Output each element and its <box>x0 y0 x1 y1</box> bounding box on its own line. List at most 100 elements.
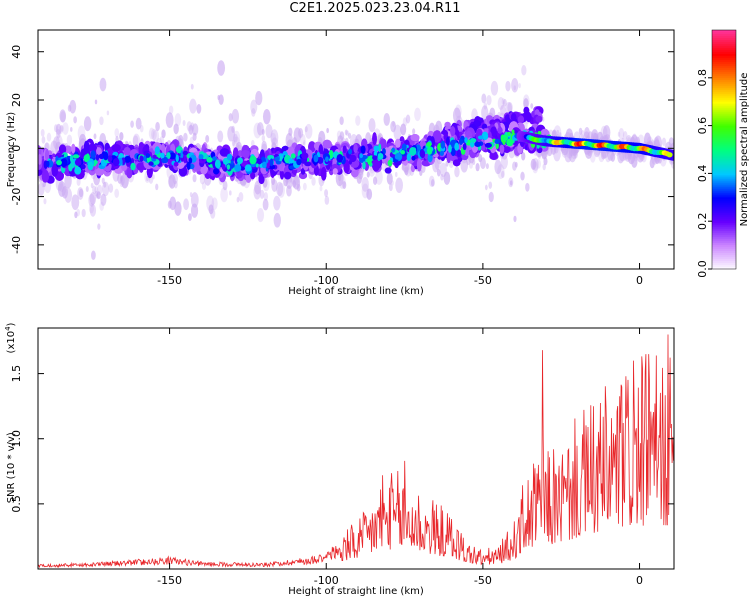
noise-blob <box>96 191 101 200</box>
noise-blob <box>41 136 46 144</box>
hot-blob <box>440 140 446 149</box>
noise-blob <box>631 155 638 168</box>
snr-series <box>38 334 674 569</box>
hot-blob <box>257 158 263 165</box>
band-blob <box>138 142 145 157</box>
y-tick-label: 0 <box>10 145 23 152</box>
band-blob <box>250 171 256 180</box>
noise-blob <box>436 169 441 177</box>
hot-blob <box>212 156 217 162</box>
noise-blob <box>253 184 261 200</box>
colorbar-cell <box>712 201 736 204</box>
noise-blob <box>217 130 224 143</box>
noise-blob <box>501 170 505 179</box>
noise-blob <box>514 161 518 168</box>
colorbar-cell <box>712 55 736 59</box>
noise-blob <box>265 124 273 139</box>
noise-blob <box>121 172 129 189</box>
noise-blob <box>201 181 207 190</box>
branch-blob <box>525 111 532 123</box>
noise-blob <box>100 193 107 206</box>
noise-blob <box>486 94 492 106</box>
noise-blob <box>484 184 488 191</box>
band-blob <box>219 148 230 157</box>
noise-blob <box>443 171 451 185</box>
x-tick-label: 0 <box>636 274 643 287</box>
x-tick-label: -150 <box>157 274 182 287</box>
hot-blob <box>409 147 417 156</box>
colorbar-cell <box>712 263 736 266</box>
noise-blob <box>324 189 329 198</box>
noise-blob <box>94 186 99 195</box>
spectrogram-plot: -150 -100 -50 0 -40 -20 0 20 40 Height of straigh… <box>6 29 675 297</box>
colorbar-cell <box>712 189 736 192</box>
colorbar-cell <box>712 93 736 97</box>
hot-blob <box>198 154 204 160</box>
colorbar-cell <box>712 77 736 81</box>
colorbar-cell <box>712 105 736 109</box>
noise-blob <box>361 183 370 199</box>
noise-blob <box>114 188 120 198</box>
noise-blob <box>85 186 89 193</box>
noise-blob <box>169 196 177 211</box>
colorbar-cell <box>712 247 736 250</box>
band-blob <box>300 168 306 175</box>
noise-blob <box>497 97 505 110</box>
noise-blob <box>132 135 139 147</box>
noise-blob <box>521 151 526 161</box>
noise-blob <box>38 182 45 196</box>
colorbar-cell <box>712 43 736 47</box>
noise-blob <box>205 134 210 143</box>
noise-blob <box>155 183 159 191</box>
hot-blob <box>420 149 426 159</box>
noise-blob <box>523 98 529 110</box>
noise-blob <box>339 116 344 126</box>
hot-blob <box>87 161 94 171</box>
noise-blob <box>259 189 265 199</box>
colorbar-cell <box>712 215 736 218</box>
noise-blob <box>108 183 114 193</box>
hot-blob <box>188 157 193 164</box>
hot-blob <box>507 131 511 137</box>
colorbar-cell <box>712 119 736 123</box>
y-axis-label: Frequency (Hz) <box>6 112 17 188</box>
y-tick-label: -20 <box>10 188 23 206</box>
noise-blob <box>261 140 267 153</box>
hot-blob <box>161 156 169 164</box>
noise-blob <box>190 203 199 218</box>
colorbar-cell <box>712 155 736 159</box>
noise-blob <box>402 117 408 127</box>
colorbar-cell <box>712 267 736 270</box>
noise-blob <box>513 215 517 223</box>
hot-blob <box>234 164 242 172</box>
colorbar-cell <box>712 59 736 63</box>
hot-blob <box>71 160 75 169</box>
noise-blob <box>132 133 141 149</box>
hot-blob <box>145 153 151 159</box>
noise-blob <box>236 196 240 203</box>
band-blob <box>353 143 358 154</box>
hot-blob <box>304 161 312 167</box>
noise-blob <box>503 99 507 107</box>
colorbar-cell <box>712 163 736 167</box>
noise-blob <box>649 158 655 169</box>
hot-blob <box>454 142 460 151</box>
spectrogram-data <box>38 60 674 261</box>
noise-blob <box>43 198 47 205</box>
band-blob <box>44 148 50 162</box>
colorbar-cell <box>712 79 736 83</box>
noise-blob <box>70 126 73 132</box>
noise-blob <box>400 123 407 136</box>
noise-blob <box>151 128 157 141</box>
hot-blob <box>139 155 144 162</box>
colorbar-cell <box>712 161 736 165</box>
noise-blob <box>553 145 561 162</box>
band-blob <box>410 134 420 142</box>
colorbar-cell <box>712 209 736 212</box>
y-tick-label: 0.5 <box>10 495 23 513</box>
hot-blob <box>269 158 274 167</box>
hot-blob <box>180 150 184 159</box>
colorbar-cell <box>712 205 736 208</box>
noise-blob <box>189 136 194 146</box>
